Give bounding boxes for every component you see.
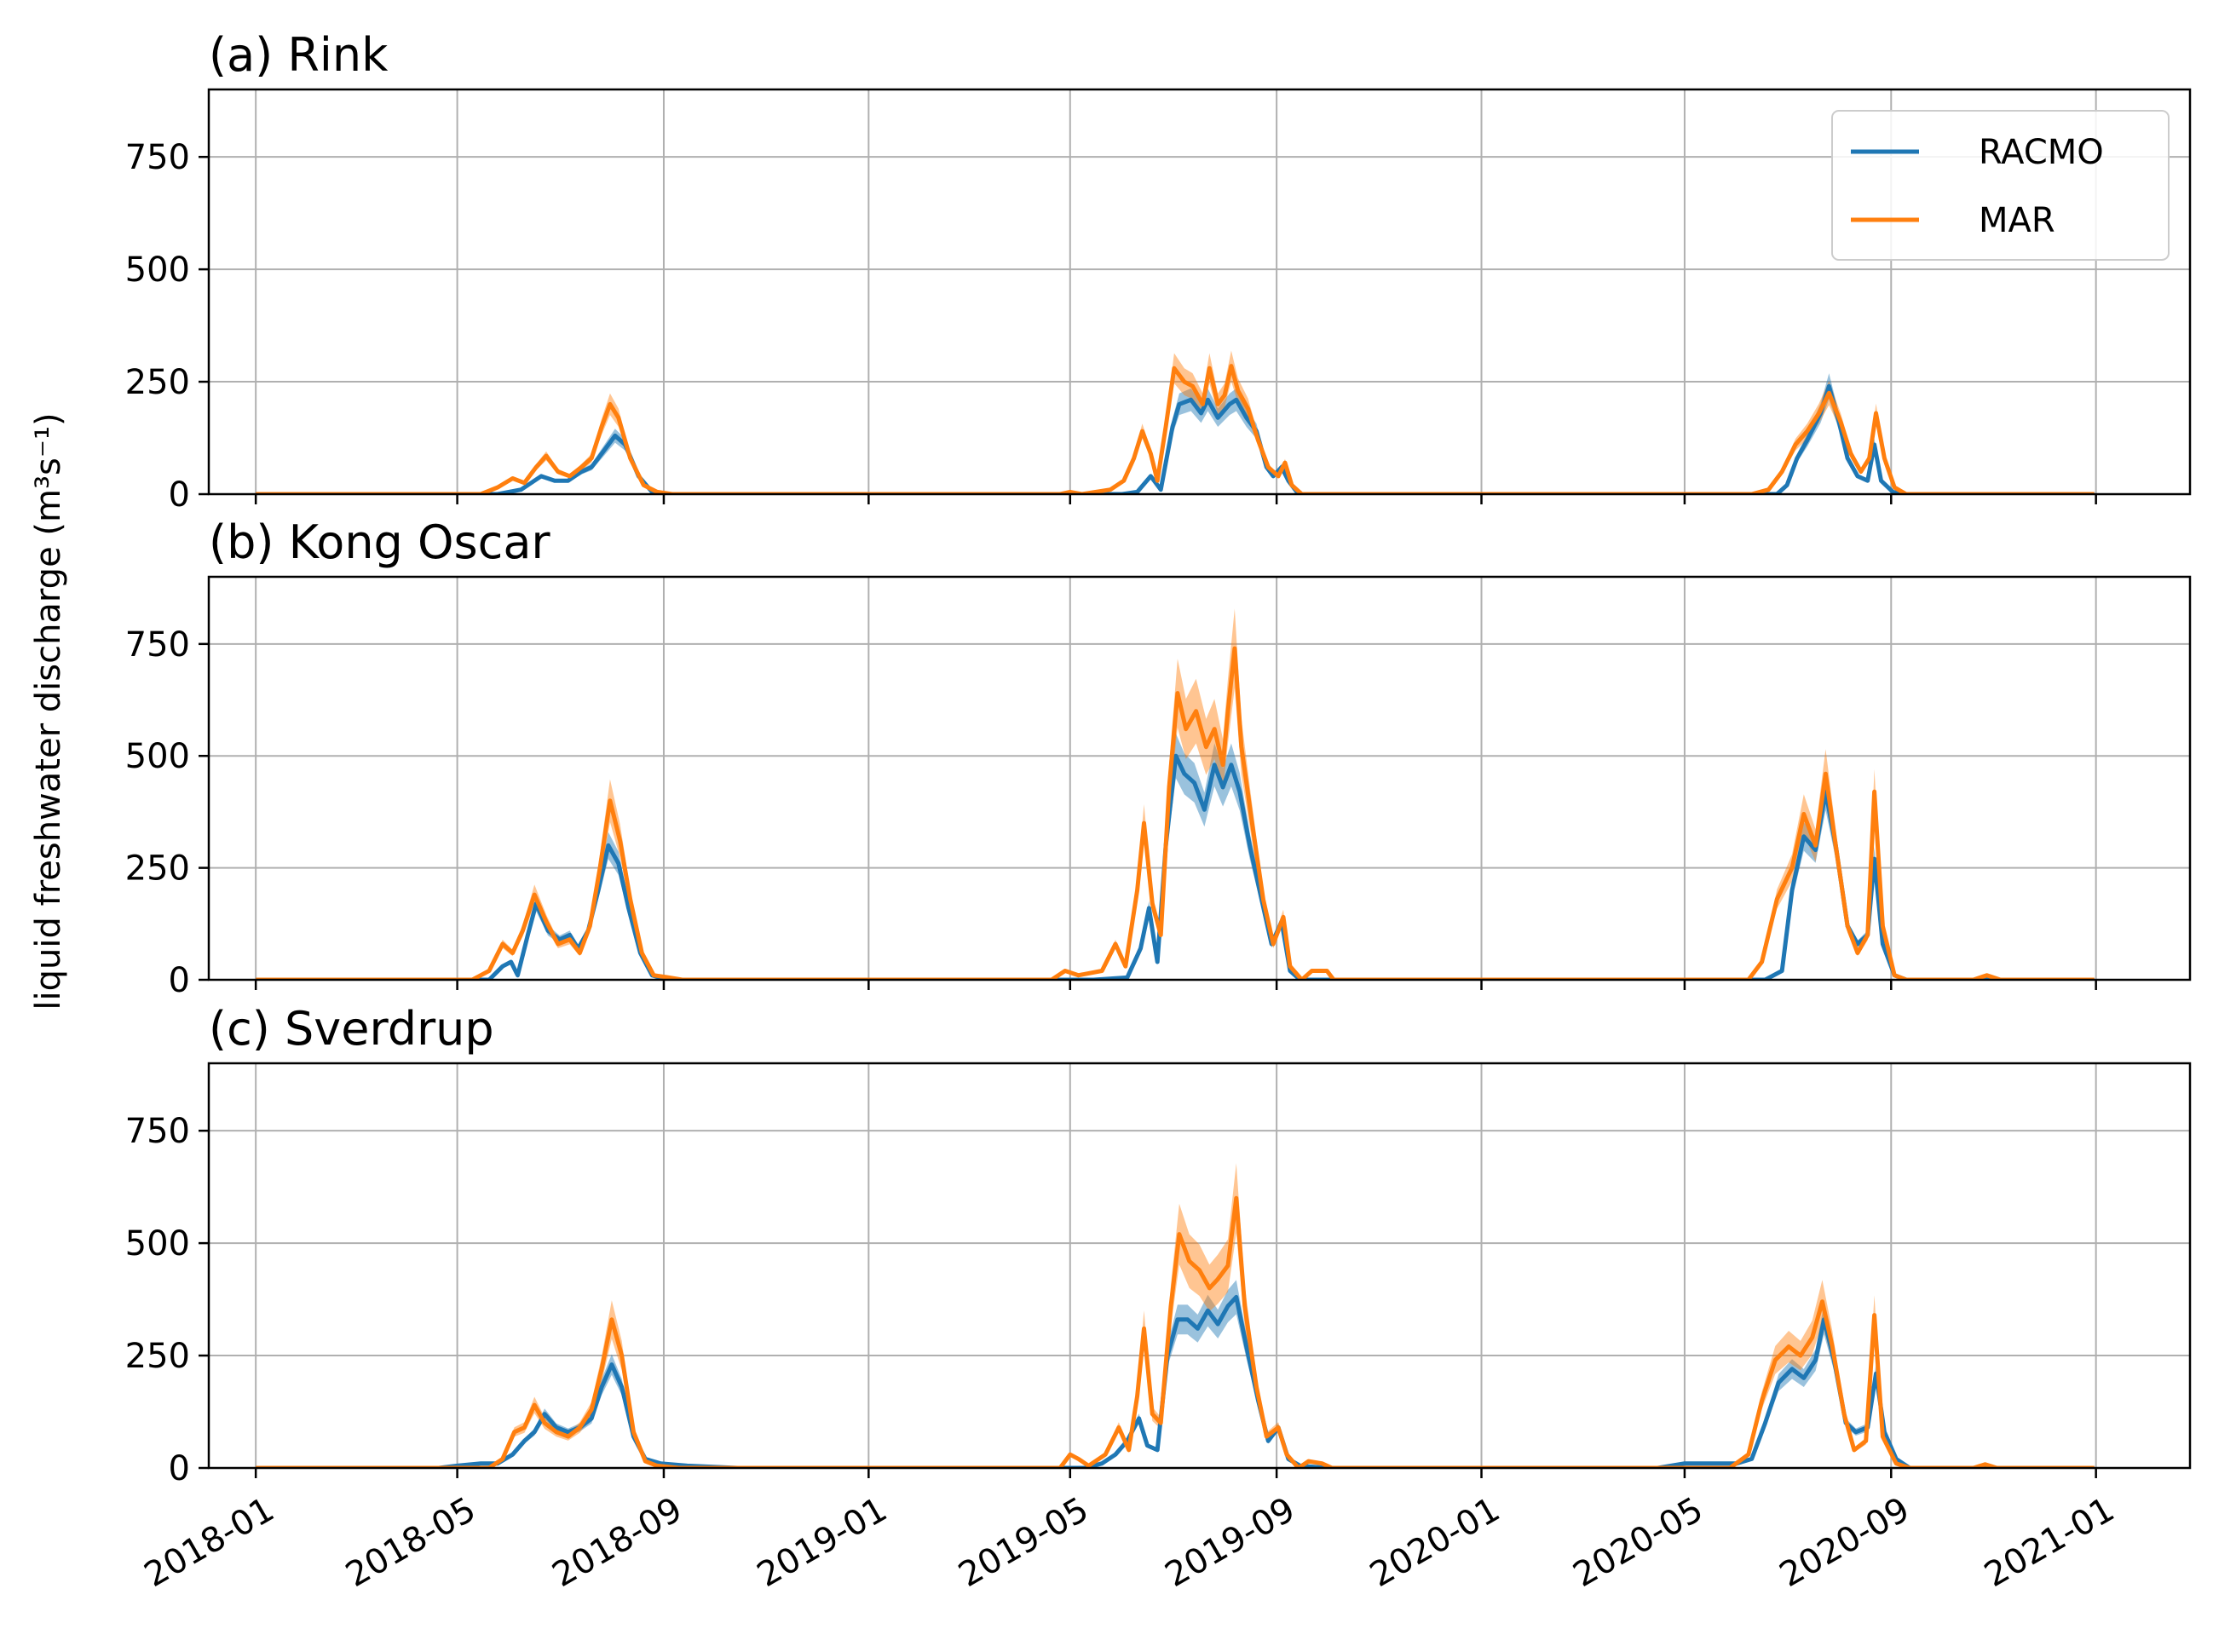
series-line-mar [256, 1195, 2095, 1468]
x-tick-label: 2018-05 [339, 1490, 482, 1595]
axes-frame [207, 575, 2192, 981]
series-group [256, 608, 2095, 980]
x-tick-label: 2018-09 [546, 1490, 689, 1595]
y-tick-label: 500 [125, 1224, 190, 1263]
y-tick-label: 0 [169, 961, 190, 1000]
x-tick-label: 2020-01 [1363, 1490, 1507, 1595]
panel-title: (c) Sverdrup [209, 1002, 494, 1056]
y-tick-label: 250 [125, 1337, 190, 1376]
series-line-racmo [256, 1294, 2095, 1468]
legend-box [1831, 110, 2170, 261]
x-tick-label: 2021-01 [1978, 1490, 2121, 1595]
band-mar [256, 350, 2095, 494]
y-tick-label: 250 [125, 363, 190, 402]
panel-title: (b) Kong Oscar [209, 515, 550, 569]
legend-label-mar: MAR [1979, 201, 2055, 240]
y-tick-label: 500 [125, 737, 190, 776]
axes-frame [207, 1062, 2192, 1470]
x-tick-label: 2019-09 [1159, 1490, 1302, 1595]
x-tick-label: 2019-05 [952, 1490, 1095, 1595]
series-line-mar [256, 364, 2095, 494]
y-tick-label: 0 [169, 1449, 190, 1488]
y-tick-label: 750 [125, 625, 190, 665]
chart-panels: 0 250 500 750 (a) Rink RACMO MAR 0 250 500 750 (b) … [125, 28, 2192, 1595]
legend: RACMO MAR [1831, 110, 2170, 261]
x-tick-label: 2019-01 [751, 1490, 894, 1595]
series-line-racmo [256, 383, 2095, 494]
series-line-mar [256, 646, 2095, 980]
y-axis-label: liquid freshwater discharge (m³s⁻¹) [29, 412, 68, 1010]
band-racmo [256, 1280, 2095, 1468]
y-tick-label: 250 [125, 849, 190, 889]
band-racmo [256, 733, 2095, 980]
legend-label-racmo: RACMO [1979, 133, 2104, 172]
x-tick-label: 2018-01 [138, 1490, 281, 1595]
x-tick-label: 2020-05 [1567, 1490, 1710, 1595]
y-tick-label: 750 [125, 138, 190, 177]
series-group [256, 1163, 2095, 1468]
panel-2: 0 250 500 750 (b) Kong Oscar [125, 515, 2192, 1000]
y-tick-label: 500 [125, 250, 190, 290]
y-tick-label: 750 [125, 1112, 190, 1151]
x-tick-label: 2020-09 [1773, 1490, 1916, 1595]
axes-frame [207, 88, 2192, 496]
panel-3: 0 250 500 750 2018-01 2018-05 2018-09 2019-01 20… [125, 1002, 2192, 1595]
panel-1: 0 250 500 750 (a) Rink RACMO MAR [125, 28, 2192, 515]
y-tick-label: 0 [169, 475, 190, 515]
panel-title: (a) Rink [209, 28, 389, 82]
series-group [256, 350, 2095, 494]
